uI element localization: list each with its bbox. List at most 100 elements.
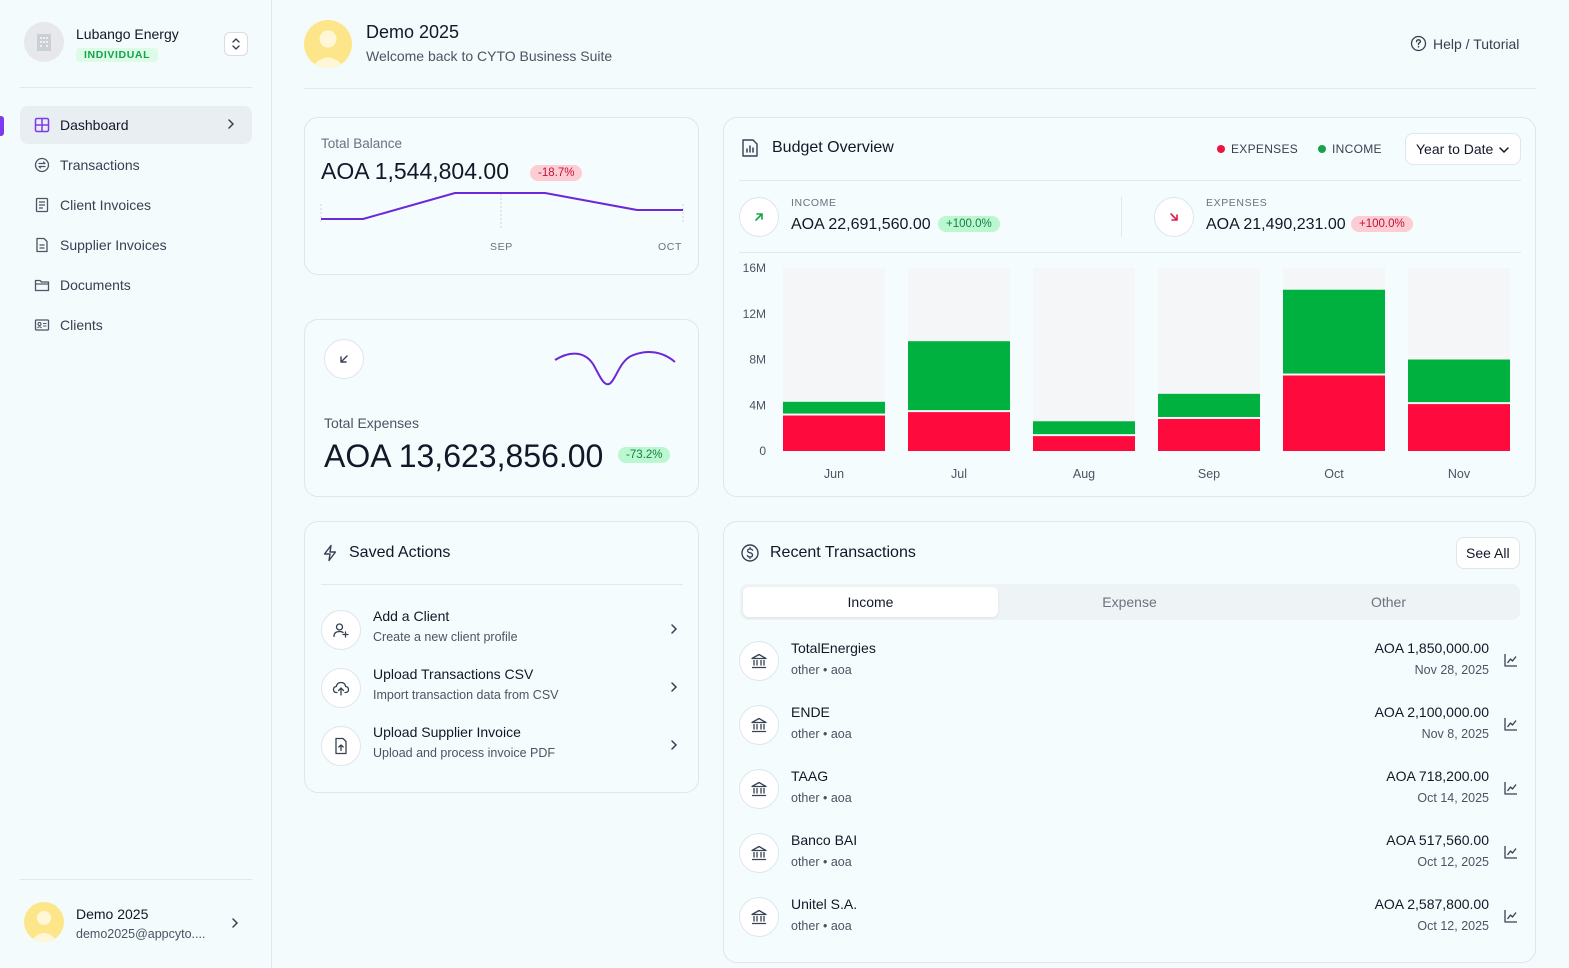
transaction-name: Banco BAI — [791, 832, 858, 848]
bar-income-sep[interactable] — [1158, 393, 1260, 417]
nav-item-client-invoices[interactable]: Client Invoices — [20, 186, 252, 224]
see-all-button[interactable]: See All — [1456, 537, 1520, 569]
transaction-row[interactable]: ENDE other • aoa AOA 2,100,000.00 Nov 8,… — [739, 704, 1521, 748]
transaction-row[interactable]: TotalEnergies other • aoa AOA 1,850,000.… — [739, 640, 1521, 684]
recent-transactions-header: Recent Transactions — [740, 543, 916, 563]
transaction-amount: AOA 2,587,800.00 — [1374, 896, 1489, 912]
bar-income-oct[interactable] — [1283, 289, 1385, 374]
avatar — [24, 902, 64, 942]
nav-label: Documents — [60, 277, 131, 293]
bar-expenses-jul[interactable] — [908, 412, 1010, 451]
transaction-row[interactable]: Unitel S.A. other • aoa AOA 2,587,800.00… — [739, 896, 1521, 940]
legend-expenses: EXPENSES — [1217, 142, 1298, 156]
action-title: Upload Supplier Invoice — [373, 724, 521, 740]
transaction-row[interactable]: Banco BAI other • aoa AOA 517,560.00 Oct… — [739, 832, 1521, 876]
trend-chart-icon[interactable] — [1503, 908, 1519, 929]
legend-label: EXPENSES — [1231, 142, 1299, 156]
receipt-icon — [34, 197, 50, 213]
trend-chart-icon[interactable] — [1503, 844, 1519, 865]
bar-expenses-oct[interactable] — [1283, 375, 1385, 451]
nav-label: Clients — [60, 317, 103, 333]
action-description: Import transaction data from CSV — [373, 688, 559, 702]
help-link[interactable]: Help / Tutorial — [1410, 35, 1519, 52]
tab-expense[interactable]: Expense — [1102, 594, 1157, 610]
income-label: INCOME — [791, 197, 837, 209]
cloud-upload-icon — [321, 668, 361, 708]
x-tick-label: Jun — [824, 467, 844, 481]
divider — [739, 252, 1521, 253]
action-upload-supplier-invoice[interactable]: Upload Supplier Invoice Upload and proce… — [321, 724, 683, 768]
transaction-meta: other • aoa — [791, 727, 852, 741]
bar-track — [1033, 268, 1135, 451]
bank-icon — [739, 769, 779, 809]
transaction-tabs: Income Expense Other — [740, 584, 1520, 620]
action-upload-transactions[interactable]: Upload Transactions CSV Import transacti… — [321, 666, 683, 710]
budget-overview-card: Budget Overview EXPENSES INCOME Year to … — [723, 117, 1536, 497]
user-menu[interactable]: Demo 2025 demo2025@appcyto.... — [24, 902, 252, 946]
user-email: demo2025@appcyto.... — [76, 927, 206, 941]
transaction-name: Unitel S.A. — [791, 896, 858, 912]
chevron-right-icon — [667, 680, 681, 699]
nav-label: Transactions — [60, 157, 140, 173]
arrow-down-left-icon — [324, 339, 364, 379]
org-switcher[interactable]: Lubango Energy INDIVIDUAL — [24, 22, 252, 66]
nav-label: Client Invoices — [60, 197, 152, 213]
bar-expenses-jun[interactable] — [783, 415, 885, 451]
tab-other[interactable]: Other — [1370, 594, 1406, 610]
bank-icon — [739, 641, 779, 681]
change-badge: -18.7% — [530, 165, 583, 181]
help-circle-icon — [1410, 35, 1427, 52]
bar-expenses-sep[interactable] — [1158, 418, 1260, 451]
trend-chart-icon[interactable] — [1503, 652, 1519, 673]
expenses-value: AOA 21,490,231.00 — [1206, 216, 1346, 233]
chevron-down-icon — [1499, 147, 1509, 154]
bar-expenses-nov[interactable] — [1408, 404, 1510, 451]
trend-chart-icon[interactable] — [1503, 716, 1519, 737]
bar-income-nov[interactable] — [1408, 359, 1510, 403]
nav-item-supplier-invoices[interactable]: Supplier Invoices — [20, 226, 252, 264]
main-nav: Dashboard Transactions Client Invoices S… — [20, 106, 252, 346]
transaction-row[interactable]: TAAG other • aoa AOA 718,200.00 Oct 14, … — [739, 768, 1521, 812]
legend-dot — [1217, 145, 1225, 153]
legend-income: INCOME — [1318, 142, 1382, 156]
bar-expenses-aug[interactable] — [1033, 436, 1135, 451]
period-select[interactable]: Year to Date — [1405, 133, 1521, 165]
y-tick-label: 8M — [749, 353, 766, 367]
recent-transactions-title: Recent Transactions — [770, 544, 916, 561]
nav-item-transactions[interactable]: Transactions — [20, 146, 252, 184]
budget-overview-title: Budget Overview — [772, 139, 894, 156]
chevrons-up-down-icon[interactable] — [224, 32, 248, 56]
x-tick-label: Oct — [1324, 467, 1344, 481]
transaction-name: ENDE — [791, 704, 830, 720]
bar-income-jul[interactable] — [908, 341, 1010, 411]
action-add-client[interactable]: Add a Client Create a new client profile — [321, 608, 683, 652]
transaction-date: Oct 14, 2025 — [1417, 791, 1489, 805]
nav-item-clients[interactable]: Clients — [20, 306, 252, 344]
saved-actions-title: Saved Actions — [349, 544, 451, 561]
trend-chart-icon[interactable] — [1503, 780, 1519, 801]
nav-item-documents[interactable]: Documents — [20, 266, 252, 304]
transaction-date: Oct 12, 2025 — [1417, 855, 1489, 869]
total-expenses-label: Total Expenses — [324, 415, 419, 431]
total-balance-card: Total Balance AOA 1,544,804.00 -18.7% SE… — [304, 117, 699, 275]
org-name: Lubango Energy — [76, 26, 179, 42]
report-icon — [742, 139, 758, 157]
chevron-right-icon — [667, 738, 681, 757]
expenses-label: EXPENSES — [1206, 197, 1268, 209]
recent-transactions-card: Recent Transactions See All Income Expen… — [723, 521, 1536, 963]
expenses-sparkline — [554, 351, 676, 386]
bar-income-jun[interactable] — [783, 401, 885, 414]
income-value: AOA 22,691,560.00 — [791, 216, 931, 233]
nav-label: Supplier Invoices — [60, 237, 167, 253]
expenses-change-badge: +100.0% — [1351, 216, 1413, 232]
avatar — [304, 20, 352, 68]
chevron-right-icon — [224, 117, 238, 134]
bank-icon — [739, 833, 779, 873]
nav-item-dashboard[interactable]: Dashboard — [20, 106, 252, 144]
document-icon — [34, 237, 50, 253]
transaction-meta: other • aoa — [791, 791, 852, 805]
tab-income[interactable]: Income — [743, 587, 998, 617]
active-nav-marker — [0, 116, 4, 136]
bank-icon — [739, 897, 779, 937]
bar-income-aug[interactable] — [1033, 421, 1135, 435]
